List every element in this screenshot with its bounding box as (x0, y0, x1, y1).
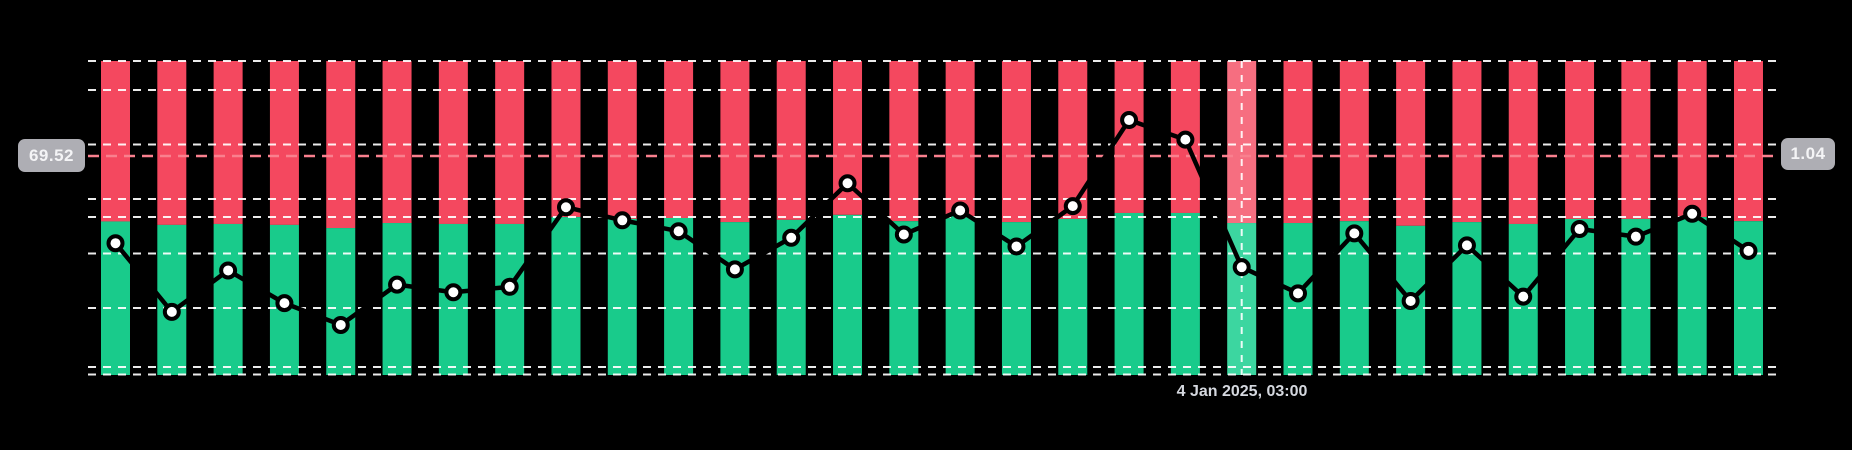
line-marker (1345, 224, 1364, 243)
line-marker (782, 228, 801, 247)
bar-red-segment[interactable] (1058, 61, 1088, 219)
crosshair-time-label: 4 Jan 2025, 03:00 (1176, 383, 1308, 400)
bar-red-segment[interactable] (269, 61, 299, 225)
bar-red-segment[interactable] (945, 61, 975, 217)
bar-red-segment[interactable] (382, 61, 412, 224)
bar-green-segment[interactable] (382, 223, 412, 375)
line-marker (838, 174, 857, 193)
line-marker (1739, 241, 1758, 260)
bar-red-segment[interactable] (1621, 61, 1651, 219)
bar-green-segment[interactable] (607, 218, 637, 375)
bar-red-segment[interactable] (213, 61, 243, 224)
bar-red-segment[interactable] (1396, 61, 1426, 226)
bar-red-segment[interactable] (551, 61, 581, 218)
line-marker (388, 275, 407, 294)
bar-red-segment[interactable] (1733, 61, 1763, 222)
line-marker (613, 211, 632, 230)
bar-green-segment[interactable] (833, 214, 863, 375)
line-marker (162, 302, 181, 321)
bar-red-segment[interactable] (720, 61, 750, 223)
line-marker (1683, 204, 1702, 223)
bar-green-segment[interactable] (495, 223, 525, 375)
bar-green-segment[interactable] (1565, 218, 1595, 375)
bar-red-segment[interactable] (889, 61, 919, 222)
bar-red-segment[interactable] (607, 61, 637, 219)
line-marker (951, 201, 970, 220)
line-marker (1007, 237, 1026, 256)
line-marker (275, 294, 294, 313)
bar-red-segment[interactable] (157, 61, 187, 225)
line-marker (500, 277, 519, 296)
line-marker (556, 198, 575, 217)
line-marker (1514, 287, 1533, 306)
bar-red-segment[interactable] (495, 61, 525, 224)
line-marker (1457, 236, 1476, 255)
bar-green-segment[interactable] (1058, 218, 1088, 375)
bar-green-segment[interactable] (945, 216, 975, 375)
bar-red-segment[interactable] (101, 61, 130, 222)
line-marker (219, 261, 238, 280)
bar-red-segment[interactable] (664, 61, 694, 218)
ratio-line (113, 117, 1750, 328)
line-marker (1289, 284, 1308, 303)
bar-red-segment[interactable] (1283, 61, 1313, 224)
line-marker (1063, 197, 1082, 216)
bar-red-segment[interactable] (1227, 61, 1257, 224)
line-marker (331, 315, 350, 334)
bar-red-segment[interactable] (1565, 61, 1595, 219)
bar-green-segment[interactable] (213, 223, 243, 375)
line-marker (444, 283, 463, 302)
line-marker (725, 260, 744, 279)
bar-red-segment[interactable] (776, 61, 806, 220)
right-axis-price-label: 1.04 (1781, 138, 1835, 170)
line-marker (1626, 227, 1645, 246)
bar-green-segment[interactable] (889, 221, 919, 375)
bar-red-segment[interactable] (1001, 61, 1031, 223)
bar-red-segment[interactable] (1339, 61, 1369, 222)
bar-green-segment[interactable] (1677, 217, 1707, 375)
bar-green-segment[interactable] (1170, 212, 1200, 375)
bar-green-segment[interactable] (551, 217, 581, 375)
line-marker (669, 222, 688, 241)
bar-red-segment[interactable] (1677, 61, 1707, 218)
line-marker (894, 225, 913, 244)
line-marker (1232, 258, 1251, 277)
bar-green-segment[interactable] (664, 218, 694, 375)
bar-green-segment[interactable] (720, 222, 750, 375)
line-marker (1176, 130, 1195, 149)
bar-green-segment[interactable] (326, 228, 356, 375)
left-axis-price-label: 69.52 (18, 139, 85, 172)
line-marker (106, 234, 125, 253)
bar-red-segment[interactable] (438, 61, 468, 224)
line-marker (1401, 291, 1420, 310)
bar-red-segment[interactable] (1452, 61, 1482, 223)
line-marker (1570, 220, 1589, 239)
bar-red-segment[interactable] (1508, 61, 1538, 224)
bar-green-segment[interactable] (1114, 212, 1144, 375)
line-marker (1120, 111, 1139, 130)
